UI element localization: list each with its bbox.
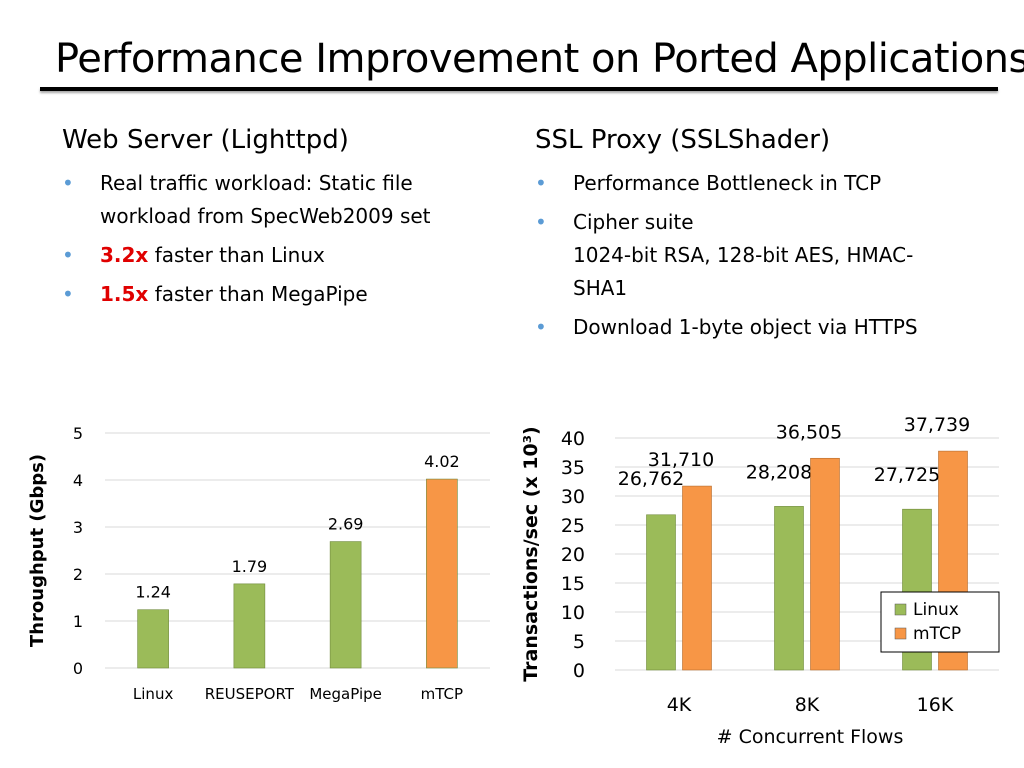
category-label: 4K [667, 694, 692, 716]
left-heading: Web Server (Lighttpd) [62, 125, 349, 155]
right-bullet-list: • Performance Bottleneck in TCP • Cipher… [535, 167, 985, 344]
bullet-dot-icon: • [62, 171, 74, 195]
data-label: 1.24 [135, 583, 171, 602]
bullet-text: faster than Linux [148, 243, 325, 267]
x-axis-label: # Concurrent Flows [717, 726, 904, 748]
left-bullet-2: • 3.2x faster than Linux [62, 239, 502, 272]
bullet-text-line: Cipher suite [573, 210, 694, 234]
legend-label: Linux [913, 600, 959, 620]
y-tick-label: 3 [73, 518, 83, 537]
left-bullet-3: • 1.5x faster than MegaPipe [62, 278, 502, 311]
category-label: MegaPipe [309, 685, 382, 703]
right-bullet-1: • Performance Bottleneck in TCP [535, 167, 985, 200]
y-tick-label: 15 [561, 573, 585, 595]
right-bullet-2: • Cipher suite 1024-bit RSA, 128-bit AES… [535, 206, 985, 305]
y-tick-label: 10 [561, 602, 585, 624]
bar [426, 478, 458, 669]
throughput-chart: 0 1 2 3 4 5 Throughput (Gbps) 1.24 Linux 1.79 REUS… [27, 424, 490, 703]
bullet-text-line: SHA1 [573, 276, 628, 300]
y-tick-label: 0 [73, 659, 83, 678]
category-label: 16K [917, 694, 954, 716]
bullet-dot-icon: • [535, 315, 547, 339]
legend-box [880, 591, 1000, 653]
y-tick-label: 1 [73, 612, 83, 631]
bar [137, 609, 169, 669]
y-tick-label: 5 [73, 424, 83, 443]
slide-title: Performance Improvement on Ported Applic… [55, 36, 1024, 82]
legend-swatch [894, 603, 907, 616]
y-tick-label: 40 [561, 428, 585, 450]
highlight-value: 1.5x [100, 282, 149, 306]
bar [233, 583, 266, 669]
data-label: 2.69 [328, 515, 364, 534]
data-label: 1.79 [232, 557, 268, 576]
highlight-value: 3.2x [100, 243, 149, 267]
data-label: 37,739 [904, 414, 970, 436]
category-label: Linux [133, 685, 174, 703]
left-bullet-list: • Real traffic workload: Static file wor… [62, 167, 502, 311]
legend-swatch [894, 627, 907, 640]
y-tick-label: 2 [73, 565, 83, 584]
bullet-text-line: 1024-bit RSA, 128-bit AES, HMAC- [573, 243, 914, 267]
category-label: 8K [795, 694, 820, 716]
data-label: 27,725 [874, 464, 940, 486]
bullet-text-line: workload from SpecWeb2009 set [100, 204, 431, 228]
bullet-text: Download 1-byte object via HTTPS [573, 315, 918, 339]
right-column: SSL Proxy (SSLShader) • Performance Bott… [535, 125, 985, 350]
y-tick-label: 4 [73, 471, 83, 490]
bar [682, 485, 712, 671]
legend-label: mTCP [913, 624, 961, 644]
data-label: 36,505 [776, 421, 842, 443]
right-bullet-3: • Download 1-byte object via HTTPS [535, 311, 985, 344]
category-label: REUSEPORT [205, 685, 295, 703]
y-tick-label: 0 [573, 660, 585, 682]
data-label: 28,208 [746, 461, 812, 483]
right-heading: SSL Proxy (SSLShader) [535, 125, 831, 155]
transactions-chart: 0 5 10 15 20 25 30 35 40 Transactions/sec (x 10³)… [520, 414, 1000, 748]
y-tick-label: 35 [561, 457, 585, 479]
bar [774, 506, 804, 671]
bullet-text: Performance Bottleneck in TCP [573, 171, 882, 195]
bar [810, 457, 840, 671]
y-axis-label: Throughput (Gbps) [27, 454, 48, 647]
bullet-dot-icon: • [62, 282, 74, 306]
y-tick-label: 20 [561, 544, 585, 566]
y-tick-label: 5 [573, 631, 585, 653]
title-rule [40, 87, 998, 91]
left-column: Web Server (Lighttpd) • Real traffic wor… [62, 125, 502, 317]
y-axis-label: Transactions/sec (x 10³) [520, 426, 542, 681]
bar [329, 541, 362, 669]
y-tick-label: 25 [561, 515, 585, 537]
y-tick-label: 30 [561, 486, 585, 508]
bar [646, 514, 676, 671]
bullet-text-line: Real traffic workload: Static file [100, 171, 413, 195]
bullet-text: faster than MegaPipe [148, 282, 368, 306]
bullet-dot-icon: • [535, 210, 547, 234]
data-label: 4.02 [424, 452, 460, 471]
bullet-dot-icon: • [62, 243, 74, 267]
left-bullet-1: • Real traffic workload: Static file wor… [62, 167, 502, 233]
bullet-dot-icon: • [535, 171, 547, 195]
category-label: mTCP [421, 685, 463, 703]
data-label: 31,710 [648, 449, 714, 471]
data-label: 26,762 [618, 468, 684, 490]
